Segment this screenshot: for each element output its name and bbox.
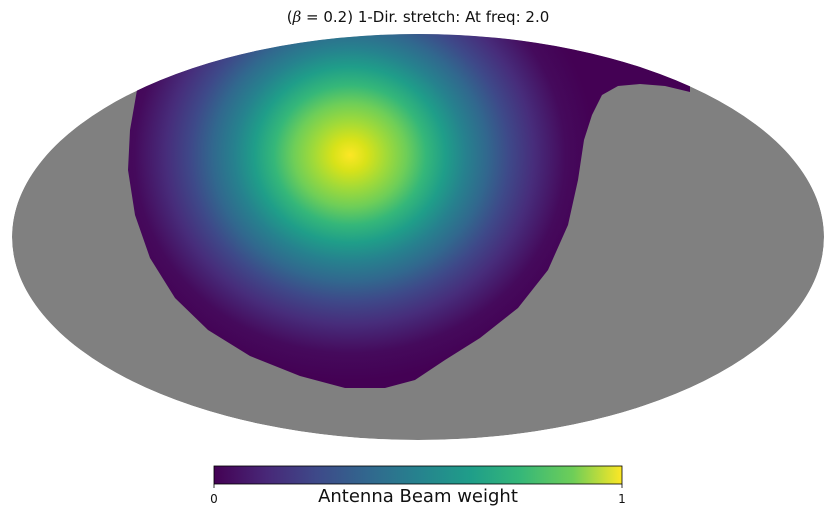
beam-footprint-region bbox=[128, 34, 690, 388]
colorbar-tick-label-min: 0 bbox=[210, 492, 218, 506]
colorbar bbox=[213, 465, 623, 485]
colorbar-tick-label-max: 1 bbox=[618, 492, 626, 506]
colorbar-label: Antenna Beam weight bbox=[318, 486, 518, 507]
chart-title: (β = 0.2) 1-Dir. stretch: At freq: 2.0 bbox=[286, 8, 550, 26]
